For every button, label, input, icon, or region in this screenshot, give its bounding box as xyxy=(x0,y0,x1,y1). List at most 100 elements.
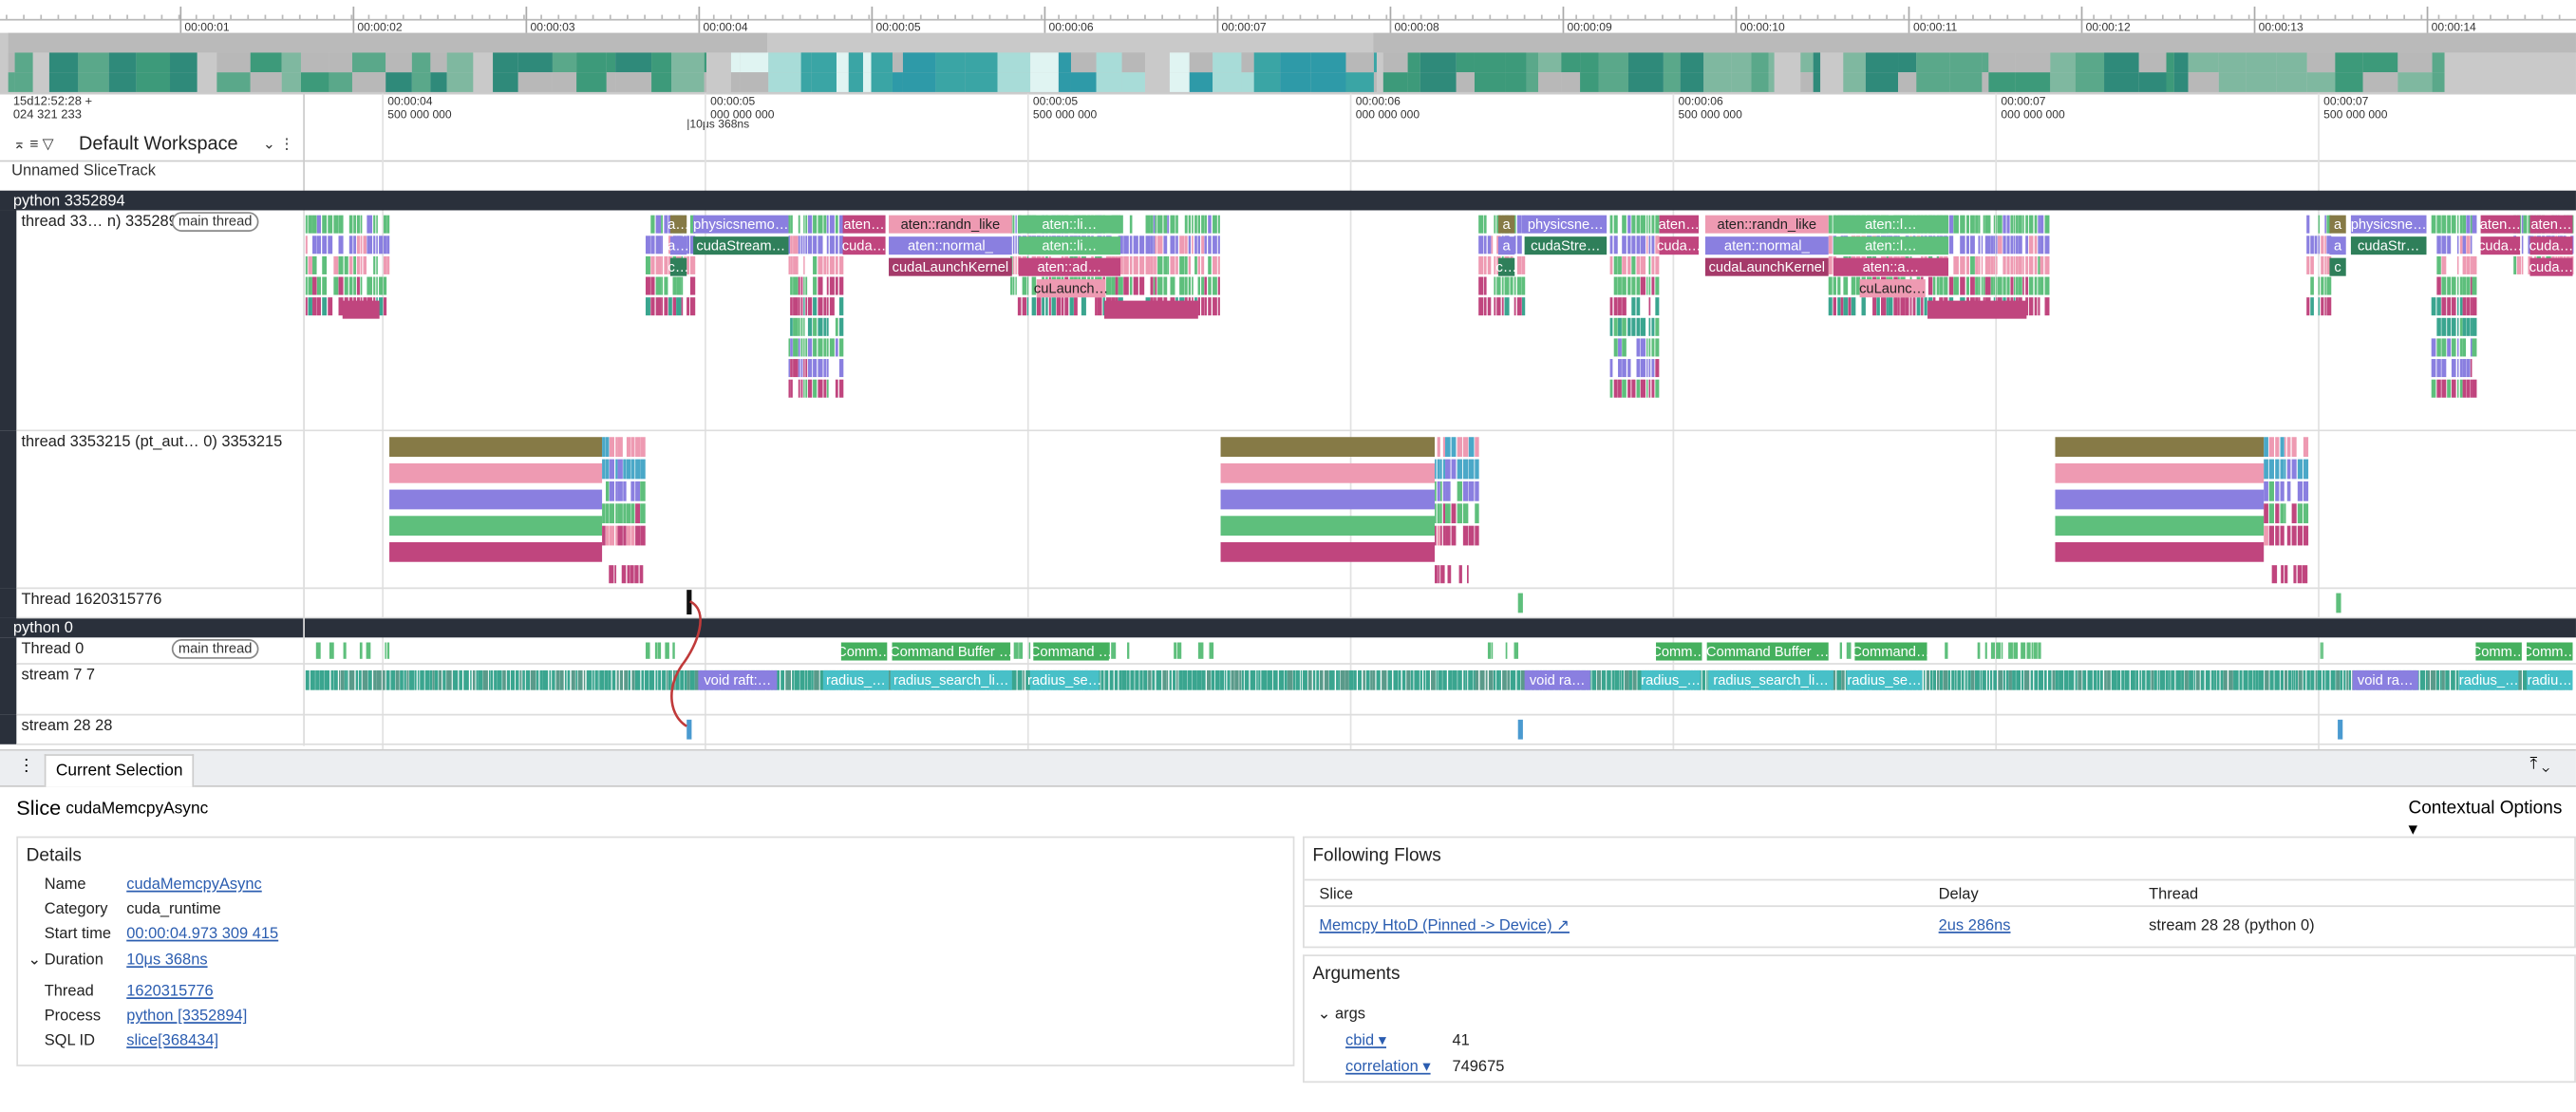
toolbar-icons[interactable]: ⌅ ≡ ▽ xyxy=(13,136,55,152)
detail-value[interactable]: 00:00:04.973 309 415 xyxy=(126,925,279,944)
flow-delay[interactable]: 2us 286ns xyxy=(1938,916,2011,935)
slice-sliver xyxy=(1648,379,1651,398)
slice-sliver xyxy=(838,297,844,316)
slice-label: physicsne… xyxy=(2351,217,2427,233)
slice-sliver xyxy=(1031,297,1037,316)
slice xyxy=(1524,215,1608,234)
overview-block xyxy=(1030,72,1059,92)
overview-block xyxy=(1988,52,2016,73)
slice-sliver xyxy=(1631,255,1636,274)
slice-sliver xyxy=(2040,276,2044,295)
arg-key[interactable]: cbid ▾ xyxy=(1345,1031,1387,1050)
slice-sliver xyxy=(1155,276,1157,295)
overview-block xyxy=(281,72,301,92)
slice-label: cuda… xyxy=(1657,238,1702,254)
slice-sliver xyxy=(689,255,696,274)
workspace-menu[interactable]: ⌄ ⋮ xyxy=(263,136,294,152)
detail-value[interactable]: cudaMemcpyAsync xyxy=(126,876,262,895)
slice-sliver xyxy=(2310,297,2314,316)
slice-sliver xyxy=(2022,215,2024,234)
slice-sliver xyxy=(525,669,531,690)
slice-sliver xyxy=(2431,359,2436,378)
slice-label: c… xyxy=(668,260,689,275)
slice-sliver xyxy=(432,669,435,690)
overview-block xyxy=(2246,52,2277,73)
detail-value[interactable]: slice[368434] xyxy=(126,1031,219,1050)
arg-key[interactable]: correlation ▾ xyxy=(1345,1058,1431,1077)
tab[interactable]: Current Selection xyxy=(44,754,195,787)
slice-sliver xyxy=(1196,669,1202,690)
slice-label: void ra… xyxy=(2358,673,2414,688)
slice-sliver xyxy=(376,276,378,295)
slice-sliver xyxy=(2451,215,2456,234)
slice-sliver xyxy=(650,255,655,274)
overview-block xyxy=(300,72,329,92)
panel-controls[interactable]: ⤒ ⌄ xyxy=(2529,755,2550,774)
track-label: thread 3353215 (pt_aut… 0) 3353215 xyxy=(21,433,282,450)
slice-sliver xyxy=(1502,669,1507,690)
slice-sliver xyxy=(1425,669,1430,690)
slice-sliver xyxy=(1655,255,1660,274)
slice-sliver xyxy=(838,338,844,357)
slice-sliver xyxy=(316,215,321,234)
chip-label: main thread xyxy=(179,641,253,656)
contextual-options-label[interactable]: Contextual Options xyxy=(2408,798,2563,819)
slice-sliver xyxy=(2286,459,2291,480)
slice-sliver xyxy=(800,276,803,295)
slice-sliver xyxy=(1651,379,1655,398)
slice-sliver xyxy=(829,338,835,357)
overview-block xyxy=(1663,72,1681,92)
overview-block xyxy=(1561,72,1581,92)
flow-slice[interactable]: Memcpy HtoD (Pinned -> Device) ↗ xyxy=(1319,916,1570,935)
slice-sliver xyxy=(1613,317,1618,336)
slice-sliver xyxy=(1496,297,1501,316)
menu[interactable]: ⋮ xyxy=(18,757,35,776)
slice-sliver xyxy=(2445,669,2450,690)
overview-block xyxy=(1982,52,1989,73)
slice-sliver xyxy=(655,297,662,316)
overview-block xyxy=(1253,52,1281,73)
slice-sliver xyxy=(1109,669,1114,690)
slice-sliver xyxy=(2466,379,2471,398)
slice-sliver xyxy=(2310,236,2314,254)
slice-sliver xyxy=(2087,669,2093,690)
overview-block xyxy=(1988,72,2016,92)
slice-sliver xyxy=(645,276,650,295)
slice-sliver xyxy=(1241,669,1244,690)
slice-sliver xyxy=(478,669,483,690)
slice-sliver xyxy=(1640,236,1646,254)
slice-sliver xyxy=(2265,669,2269,690)
overview-block xyxy=(1420,72,1457,92)
overview-tick-label: 00:00:03 xyxy=(530,21,574,34)
overview-block xyxy=(8,72,15,92)
slice-sliver xyxy=(1998,669,2003,690)
slice-sliver xyxy=(602,525,606,546)
overview-block xyxy=(768,72,801,92)
detail-value[interactable]: 1620315776 xyxy=(126,982,214,1001)
slice xyxy=(1517,593,1523,613)
overview-block xyxy=(108,72,137,92)
slice xyxy=(1704,257,1829,276)
args-group[interactable]: ⌄ args xyxy=(1317,1005,1365,1024)
detail-row: Start time 00:00:04.973 309 415 xyxy=(45,923,1194,946)
slice-sliver xyxy=(1478,215,1484,234)
slice-sliver xyxy=(1206,669,1212,690)
contextual-options[interactable]: Contextual Options ▾ xyxy=(2408,798,2563,840)
slice-sliver xyxy=(2280,459,2285,480)
workspace[interactable]: Default Workspace xyxy=(79,134,238,155)
slice-sliver xyxy=(1204,297,1207,316)
slice-sliver xyxy=(1462,525,1469,546)
slice-sliver xyxy=(1986,669,1989,690)
track-label: stream 7 7 xyxy=(21,666,95,683)
slice-sliver xyxy=(2280,503,2285,524)
slice-sliver xyxy=(2268,525,2274,546)
slice-sliver xyxy=(2293,565,2297,584)
slice-sliver xyxy=(838,317,844,336)
slice-sliver xyxy=(838,215,844,234)
detail-value[interactable]: 10μs 368ns xyxy=(126,951,208,970)
detail-value[interactable]: python [3352894] xyxy=(126,1007,248,1026)
slice-sliver xyxy=(1157,236,1163,254)
overview-block xyxy=(2075,72,2105,92)
slice-sliver xyxy=(803,317,805,336)
slice-sliver xyxy=(1478,255,1484,274)
